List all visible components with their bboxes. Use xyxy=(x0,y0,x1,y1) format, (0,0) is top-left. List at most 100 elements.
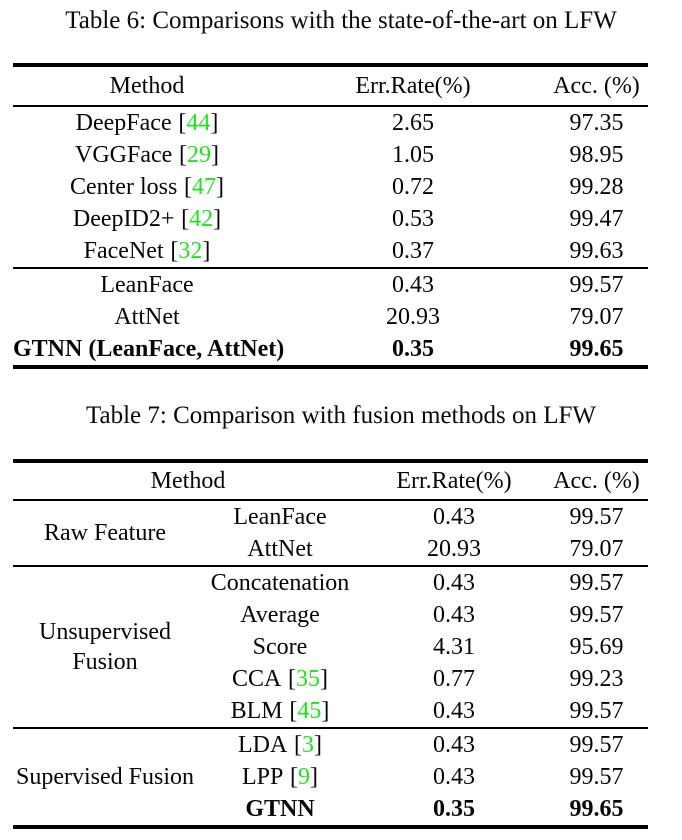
err-cell: 0.43 xyxy=(433,698,475,724)
method-name: Center loss xyxy=(69,174,178,200)
table6-caption: Table 6: Comparisons with the state-of-t… xyxy=(65,7,617,34)
err-cell: 20.93 xyxy=(386,304,440,330)
method-cell: AttNet xyxy=(247,536,313,562)
table6-bottom-rule xyxy=(13,365,648,369)
citation-number: 35 xyxy=(296,666,321,692)
acc-cell: 99.63 xyxy=(569,238,624,264)
acc-cell: 79.07 xyxy=(569,304,624,330)
citation-number: 44 xyxy=(186,110,211,136)
method-cell: GTNN (LeanFace, AttNet) xyxy=(13,336,285,362)
method-cell: VGGFace [29] xyxy=(13,139,281,171)
err-cell: 2.65 xyxy=(392,110,434,136)
column-header-errrate: Err.Rate(%) xyxy=(396,468,512,494)
column-header-acc: Acc. (%) xyxy=(553,73,640,99)
table6-header-rule xyxy=(13,105,648,107)
err-cell: 0.72 xyxy=(392,174,434,200)
method-cell: CCA [35] xyxy=(197,663,363,695)
acc-cell: 99.57 xyxy=(569,570,624,596)
column-header-method: Method xyxy=(150,468,226,494)
citation-number: 9 xyxy=(298,764,311,790)
method-cell: LeanFace xyxy=(233,504,327,530)
acc-cell: 99.23 xyxy=(569,666,624,692)
group-label: Raw Feature xyxy=(44,520,166,546)
table6-ours-section: LeanFace 0.43 99.57 AttNet 20.93 79.07 G… xyxy=(13,269,648,365)
method-cell: LDA [3] xyxy=(197,729,363,761)
method-name: CCA xyxy=(231,666,282,692)
acc-cell: 79.07 xyxy=(569,536,624,562)
table7-caption: Table 7: Comparison with fusion methods … xyxy=(85,402,596,429)
table7-top-rule xyxy=(13,459,648,463)
table-row: DeepID2+ [42] 0.53 99.47 xyxy=(13,203,648,235)
acc-cell: 99.57 xyxy=(569,732,624,758)
err-cell: 20.93 xyxy=(427,536,481,562)
method-cell: Concatenation xyxy=(210,570,350,596)
citation-number: 29 xyxy=(187,142,212,168)
method-name: FaceNet xyxy=(83,238,164,264)
table-row: FaceNet [32] 0.37 99.63 xyxy=(13,235,648,267)
group-raw-feature: Raw Feature LeanFace 0.43 99.57 AttNet 2… xyxy=(13,501,648,565)
acc-cell: 97.35 xyxy=(569,110,624,136)
method-name: DeepID2+ xyxy=(72,206,175,232)
table-row: CCA [35] 0.77 99.23 xyxy=(197,663,648,695)
table-row: Average 0.43 99.57 xyxy=(197,599,648,631)
citation: [9] xyxy=(290,764,319,790)
method-cell: Average xyxy=(240,602,320,628)
table-row: BLM [45] 0.43 99.57 xyxy=(197,695,648,727)
column-header-method: Method xyxy=(109,73,185,99)
citation: [35] xyxy=(288,666,329,692)
err-cell: 0.35 xyxy=(433,796,475,822)
acc-cell: 95.69 xyxy=(569,634,624,660)
citation: [42] xyxy=(181,206,222,232)
err-cell: 0.43 xyxy=(433,732,475,758)
method-cell: FaceNet [32] xyxy=(13,235,281,267)
group-label: Unsupervised Fusion xyxy=(39,619,171,675)
acc-cell: 99.57 xyxy=(569,504,624,530)
err-cell: 0.35 xyxy=(392,336,434,362)
citation: [47] xyxy=(184,174,225,200)
citation: [32] xyxy=(170,238,211,264)
table-row-gtnn: GTNN 0.35 99.65 xyxy=(197,793,648,825)
column-header-errrate: Err.Rate(%) xyxy=(355,73,471,99)
table-row: LDA [3] 0.43 99.57 xyxy=(197,729,648,761)
citation: [45] xyxy=(289,698,330,724)
citation-number: 45 xyxy=(297,698,322,724)
err-cell: 0.43 xyxy=(433,570,475,596)
table6-sota-section: DeepFace [44] 2.65 97.35 VGGFace [29] 1.05… xyxy=(13,107,648,267)
table-row: LPP [9] 0.43 99.57 xyxy=(197,761,648,793)
citation-number: 42 xyxy=(189,206,214,232)
citation: [3] xyxy=(294,732,323,758)
method-cell: BLM [45] xyxy=(197,695,363,727)
citation: [29] xyxy=(179,142,220,168)
table-row: VGGFace [29] 1.05 98.95 xyxy=(13,139,648,171)
method-cell: AttNet xyxy=(114,304,180,330)
acc-cell: 98.95 xyxy=(569,142,624,168)
err-cell: 1.05 xyxy=(392,142,434,168)
table-row: AttNet 20.93 79.07 xyxy=(13,301,648,333)
acc-cell: 99.28 xyxy=(569,174,624,200)
table7-header-rule xyxy=(13,499,648,501)
citation: [44] xyxy=(178,110,219,136)
err-cell: 0.37 xyxy=(392,238,434,264)
acc-cell: 99.57 xyxy=(569,698,624,724)
group-label: Supervised Fusion xyxy=(15,764,194,790)
method-cell: Center loss [47] xyxy=(13,171,281,203)
table6-top-rule xyxy=(13,63,648,67)
method-cell: DeepID2+ [42] xyxy=(13,203,281,235)
group-unsupervised-fusion: Unsupervised Fusion Concatenation 0.43 9… xyxy=(13,565,648,727)
table-row: Score 4.31 95.69 xyxy=(197,631,648,663)
citation-number: 47 xyxy=(192,174,217,200)
method-cell: DeepFace [44] xyxy=(13,107,281,139)
column-header-acc: Acc. (%) xyxy=(553,468,640,494)
err-cell: 0.77 xyxy=(433,666,475,692)
method-name: LPP xyxy=(241,764,284,790)
acc-cell: 99.47 xyxy=(569,206,624,232)
method-cell: Score xyxy=(252,634,308,660)
table-row: Concatenation 0.43 99.57 xyxy=(197,567,648,599)
table6-header-row: Method Err.Rate(%) Acc. (%) xyxy=(13,67,648,105)
table7-header-row: Method Err.Rate(%) Acc. (%) xyxy=(13,463,648,499)
acc-cell: 99.57 xyxy=(569,272,624,298)
table-row: AttNet 20.93 79.07 xyxy=(197,533,648,565)
citation-number: 3 xyxy=(302,732,315,758)
err-cell: 0.43 xyxy=(433,504,475,530)
table-row: DeepFace [44] 2.65 97.35 xyxy=(13,107,648,139)
